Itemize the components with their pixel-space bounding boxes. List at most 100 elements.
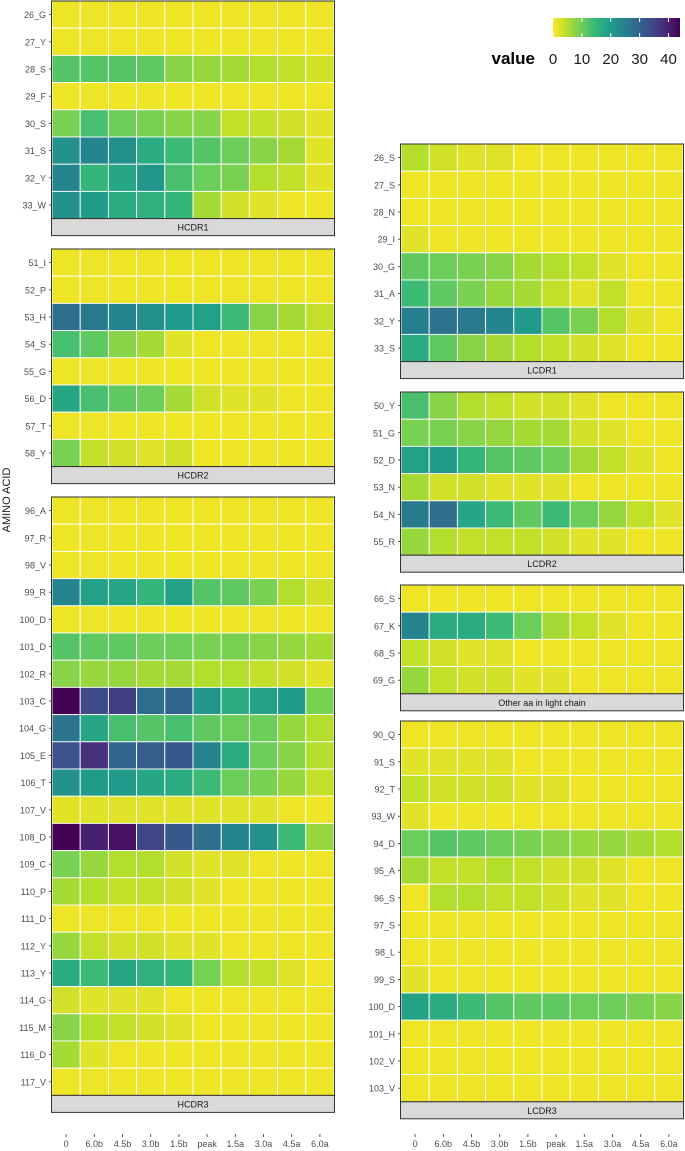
heatmap-cell [456,910,487,940]
heatmap-cell [597,333,628,363]
heatmap-cell [400,333,430,363]
heatmap-cell [164,795,194,824]
heatmap-cell [456,418,487,447]
y-tick-label: 51_G [373,428,395,438]
heatmap-cell [51,550,81,580]
heatmap-cell [277,163,307,192]
heatmap-cell [220,877,250,906]
heatmap-cell [79,659,109,688]
heatmap-cell [626,527,656,556]
heatmap-cell [192,411,222,440]
heatmap-cell [541,279,571,308]
heatmap-cell [541,802,571,831]
heatmap-cell [305,54,335,84]
heatmap-cell [248,384,279,413]
heatmap-cell [107,850,138,879]
heatmap-cell [541,333,571,363]
heatmap-cell [220,384,250,413]
y-tick-label: 32_Y [374,316,395,326]
y-tick-label: 69_G [373,676,395,686]
heatmap-cell [400,883,430,912]
heatmap-cell [400,774,430,804]
heatmap-cell [107,931,138,960]
heatmap-cell [79,741,109,770]
heatmap-cell [51,768,81,797]
heatmap-cell [277,357,307,386]
x-tick-label: peak [197,1139,217,1149]
y-tick-label: 100_D [368,1002,395,1012]
y-tick-label: 52_P [25,285,46,295]
heatmap-cell [626,1019,656,1048]
heatmap-cell [428,418,458,447]
heatmap-cell [79,0,109,29]
heatmap-cell [277,82,307,111]
heatmap-cell [79,357,109,386]
heatmap-cell [305,27,335,56]
heatmap-cell [164,958,194,988]
heatmap-cell [107,384,138,413]
heatmap-cell [597,611,628,640]
y-axis-title: AMINO ACID [1,468,13,533]
heatmap-cell [79,850,109,879]
heatmap-cell [305,302,335,332]
x-tick-label: 4.5a [632,1139,650,1149]
heatmap-cell [192,931,222,960]
heatmap-cell [220,768,250,797]
heatmap-cell [654,883,684,912]
facet-strip-label: HCDR3 [177,1099,208,1109]
heatmap-cell [192,822,222,852]
heatmap-cell [597,774,628,804]
legend-tick-label: 0 [549,51,557,68]
heatmap-cell [248,302,279,332]
heatmap-cell [192,82,222,111]
heatmap-cell [626,938,656,967]
heatmap-cell [136,302,166,332]
heatmap-cell [136,741,166,770]
heatmap-cell [136,248,166,277]
heatmap-cell [626,279,656,308]
y-tick-label: 66_S [374,594,395,604]
heatmap-cell [51,986,81,1015]
heatmap-cell [569,170,599,199]
heatmap-cell [136,0,166,29]
heatmap-cell [107,190,138,220]
heatmap-cell [456,829,487,858]
heatmap-cell [277,931,307,960]
y-tick-label: 106_T [20,778,46,788]
heatmap-cell [597,1046,628,1076]
heatmap-cell [136,605,166,634]
heatmap-cell [626,829,656,858]
heatmap-cell [626,225,656,254]
heatmap-cell [400,279,430,308]
heatmap-cell [220,605,250,634]
heatmap-cell [192,275,222,304]
heatmap-cell [248,248,279,277]
heatmap-cell [513,1074,543,1103]
y-tick-label: 104_G [19,724,46,734]
heatmap-cell [136,904,166,933]
heatmap-cell [164,163,194,192]
heatmap-cell [164,136,194,165]
heatmap-cell [485,720,515,749]
heatmap-cell [597,500,628,529]
heatmap-cell [192,550,222,580]
heatmap-cell [192,54,222,84]
heatmap-cell [485,774,515,804]
heatmap-cell [513,938,543,967]
heatmap-cell [79,248,109,277]
y-tick-label: 26_G [24,10,46,20]
y-tick-label: 117_V [21,1077,46,1087]
heatmap-cell [654,143,684,172]
heatmap-cell [79,302,109,332]
x-tick-label: 4.5b [114,1139,132,1149]
heatmap-cell [541,527,571,556]
heatmap-cell [220,0,250,29]
heatmap-cell [626,445,656,475]
heatmap-cell [136,550,166,580]
heatmap-cell [164,822,194,852]
heatmap-cell [597,965,628,994]
heatmap-cell [485,252,515,281]
heatmap-cell [277,27,307,56]
heatmap-cell [654,938,684,967]
heatmap-cell [513,584,543,613]
